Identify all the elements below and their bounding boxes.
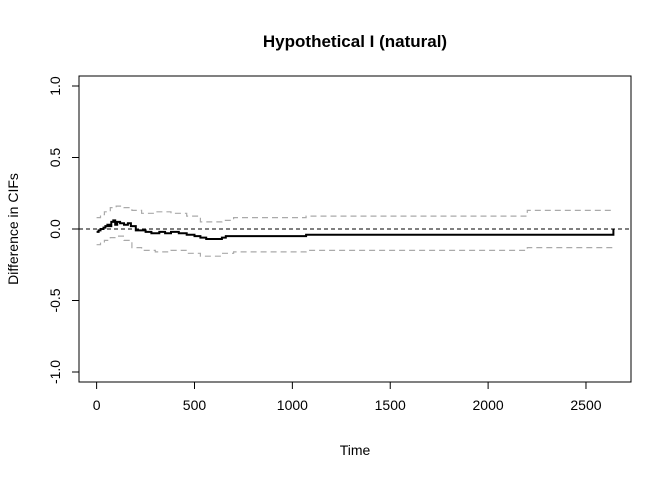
y-tick-label: 0.0: [47, 219, 63, 239]
x-tick-label: 2500: [570, 397, 601, 413]
y-axis: -1.0 -0.5 0.0 0.5 1.0: [47, 76, 80, 384]
estimate-line: [96, 219, 615, 240]
y-tick-label: -1.0: [47, 360, 63, 384]
x-axis-label: Time: [340, 442, 371, 458]
y-tick-label: 1.0: [47, 76, 63, 96]
x-tick-label: 500: [183, 397, 207, 413]
upper-ci-line: [96, 205, 614, 223]
plot-marks: [79, 205, 631, 257]
x-axis: 0 500 1000 1500 2000 2500: [93, 381, 602, 413]
lower-ci-line: [96, 235, 614, 257]
chart-title: Hypothetical I (natural): [263, 32, 447, 51]
x-tick-label: 1500: [375, 397, 406, 413]
y-tick-label: 0.5: [47, 148, 63, 168]
y-tick-label: -0.5: [47, 288, 63, 312]
x-tick-label: 2000: [473, 397, 504, 413]
x-tick-label: 0: [93, 397, 101, 413]
y-axis-label: Difference in CIFs: [5, 173, 21, 285]
x-tick-label: 1000: [277, 397, 308, 413]
